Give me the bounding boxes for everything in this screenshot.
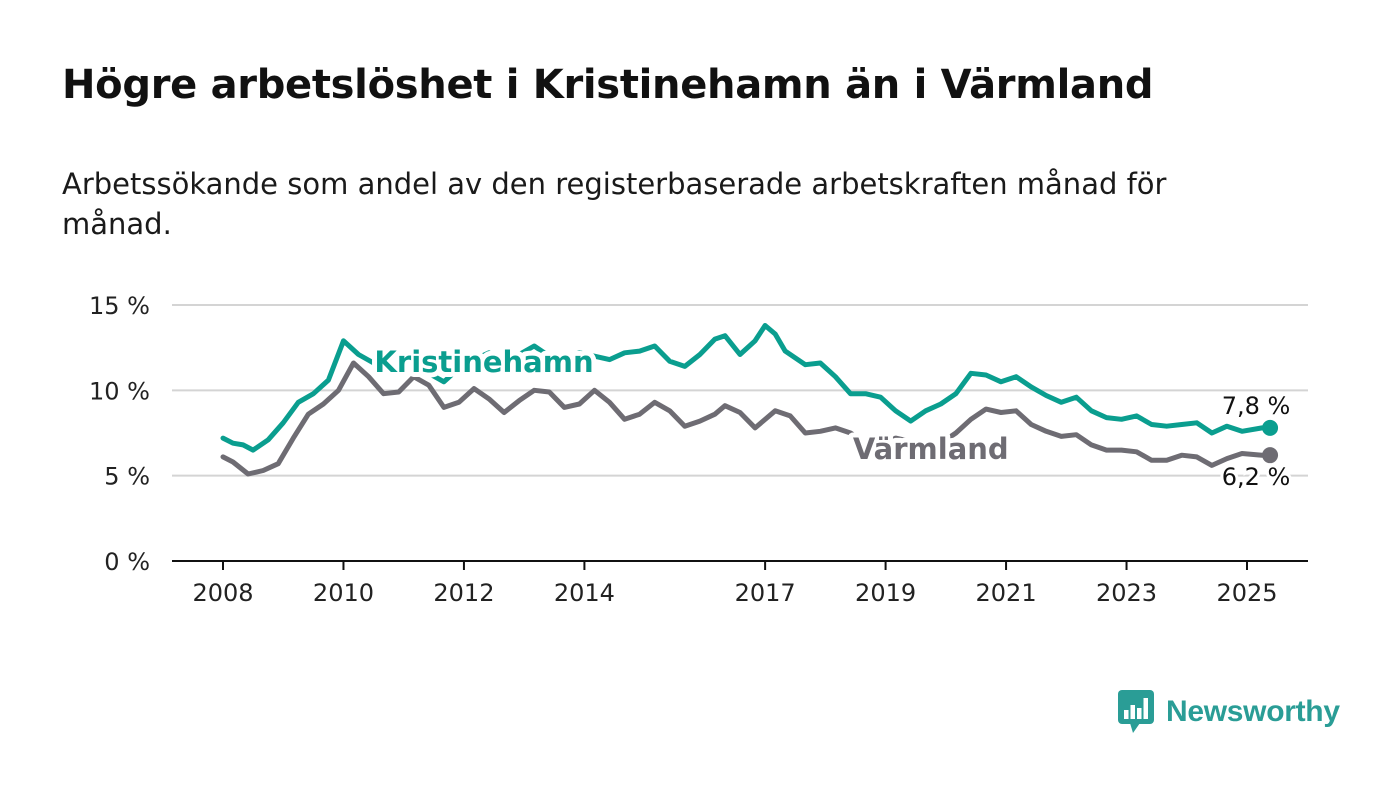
x-tick-label: 2021 xyxy=(976,579,1037,607)
series-layer xyxy=(220,323,1279,477)
x-tick-label: 2012 xyxy=(433,579,494,607)
end-value-label: 7,8 % xyxy=(1222,392,1291,420)
chart-subtitle: Arbetssökande som andel av den registerb… xyxy=(62,167,1167,241)
label-layer: 7,8 % Kristinehamn 6,2 % Värmland xyxy=(369,340,1293,494)
x-tick-label: 2008 xyxy=(192,579,253,607)
x-tick-label: 2019 xyxy=(855,579,916,607)
series-name-label: Kristinehamn xyxy=(374,345,593,379)
y-tick-label: 10 % xyxy=(89,377,150,405)
axis-layer: 0 % 5 % 10 % 15 % 2008 2010 2012 2014 2017 2019 20… xyxy=(89,292,1308,607)
series-line-kristinehamn xyxy=(220,323,1265,453)
y-tick-label: 15 % xyxy=(89,292,150,320)
newsworthy-logo: Newsworthy xyxy=(1118,690,1340,734)
bar-chart-speech-bubble-icon xyxy=(1118,690,1154,733)
end-point-marker xyxy=(1262,447,1279,464)
x-tick-label: 2010 xyxy=(313,579,374,607)
x-tick-label: 2023 xyxy=(1096,579,1157,607)
end-value-label: 6,2 % xyxy=(1222,463,1291,491)
series-name-label: Värmland xyxy=(853,432,1009,466)
y-tick-label: 5 % xyxy=(104,463,150,491)
end-point-marker xyxy=(1262,419,1279,436)
brand-name: Newsworthy xyxy=(1166,695,1340,728)
y-tick-label: 0 % xyxy=(104,548,150,576)
x-tick-label: 2017 xyxy=(735,579,796,607)
series-line-vrmland xyxy=(220,360,1265,477)
grid-layer xyxy=(172,304,1308,477)
chart-title: Högre arbetslöshet i Kristinehamn än i V… xyxy=(62,62,1154,108)
x-tick-label: 2025 xyxy=(1216,579,1277,607)
x-tick-label: 2014 xyxy=(554,579,615,607)
